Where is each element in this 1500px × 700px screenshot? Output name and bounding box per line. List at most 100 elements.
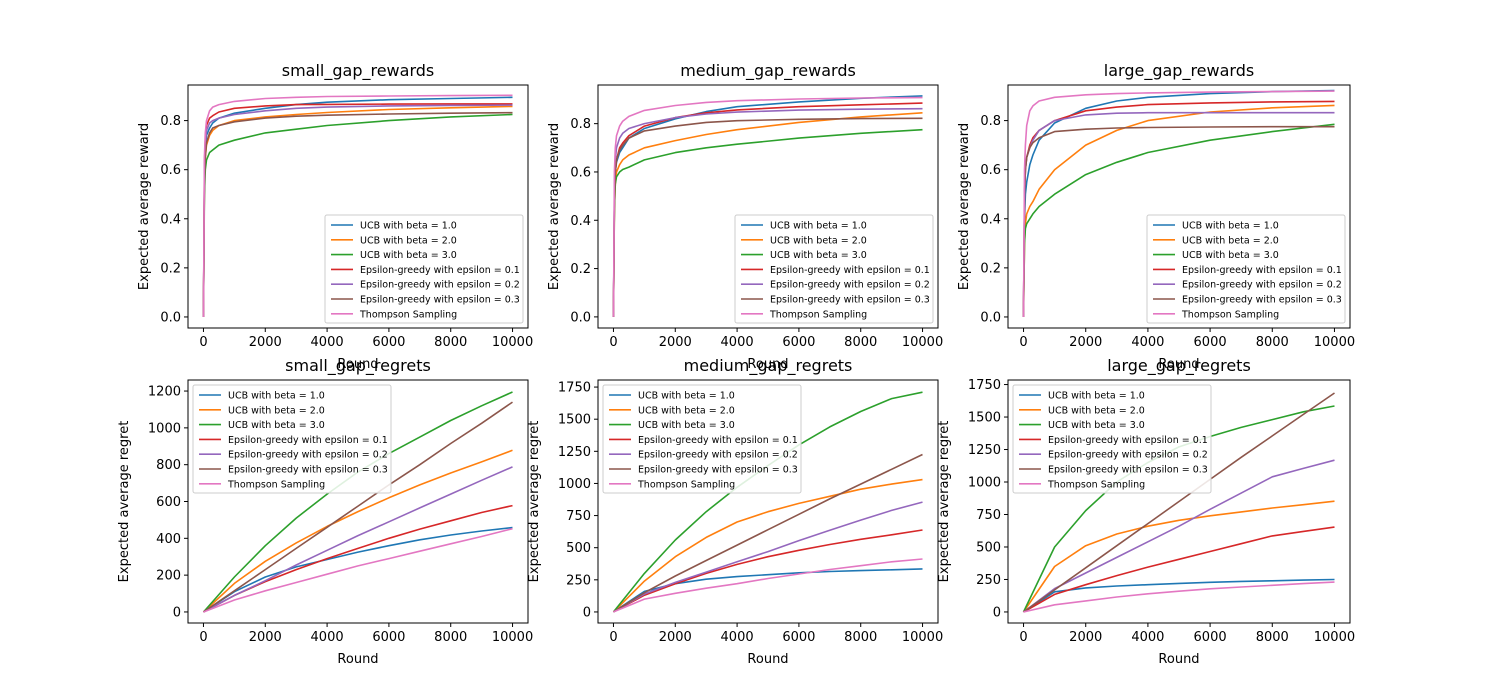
x-tick-label: 10000 [902, 630, 943, 645]
axes-frame [597, 84, 939, 329]
x-tick-label: 10000 [492, 335, 533, 350]
legend-label: Epsilon-greedy with epsilon = 0.3 [770, 295, 930, 306]
x-axis-label: Round [1158, 652, 1199, 667]
y-tick-label: 1200 [148, 385, 181, 400]
x-tick-label: 8000 [844, 630, 877, 645]
x-tick-label: 0 [1019, 335, 1027, 350]
chart-title: medium_gap_rewards [680, 61, 856, 81]
x-tick-label: 2000 [1069, 630, 1102, 645]
y-tick-label: 1750 [558, 381, 591, 396]
y-tick-label: 0.8 [980, 114, 1001, 129]
legend-label: UCB with beta = 1.0 [1182, 221, 1279, 232]
legend-box [1146, 214, 1346, 324]
series-lines [612, 95, 923, 317]
legend-label: Epsilon-greedy with epsilon = 0.3 [360, 295, 520, 306]
y-tick-label: 1000 [148, 421, 181, 436]
legend-label: Thompson Sampling [1181, 309, 1279, 320]
y-tick-label: 1000 [558, 477, 591, 492]
x-tick-label: 6000 [1194, 335, 1227, 350]
x-tick-label: 6000 [782, 335, 815, 350]
series-line-5 [1023, 459, 1335, 613]
legend-label: Epsilon-greedy with epsilon = 0.1 [360, 265, 520, 276]
legend-label: UCB with beta = 2.0 [770, 235, 867, 246]
chart-panel-large-gap-regrets: 0 2000 4000 6000 8000 10000 0 250 500 750 1000 1250… [937, 356, 1355, 667]
series-line-4 [613, 529, 923, 613]
chart-panel-medium-gap-rewards: 0 2000 4000 6000 8000 10000 0.0 0.2 0.4 0.6 0.8 Rou… [547, 61, 943, 372]
y-tick-label: 0.8 [570, 117, 591, 132]
axes-frame [187, 84, 529, 329]
y-tick-label: 1500 [968, 411, 1001, 426]
legend-box [192, 384, 392, 494]
x-tick-label: 4000 [1131, 335, 1164, 350]
series-line-1 [1023, 578, 1335, 613]
y-tick-label: 1000 [968, 476, 1001, 491]
legend-label: Thompson Sampling [227, 479, 325, 490]
y-tick-label: 0.4 [160, 212, 181, 227]
legend-label: Epsilon-greedy with epsilon = 0.1 [1182, 265, 1342, 276]
legend-label: Epsilon-greedy with epsilon = 0.3 [638, 465, 798, 476]
chart-panel-medium-gap-regrets: 0 2000 4000 6000 8000 10000 0 250 500 750 1000 1250… [527, 356, 943, 667]
y-tick-label: 1250 [968, 443, 1001, 458]
y-tick-label: 800 [156, 458, 181, 473]
chart-title: large_gap_regrets [1107, 356, 1251, 376]
y-tick-label: 0.2 [570, 262, 591, 277]
legend-box [324, 214, 524, 324]
y-axis-label: Expected average regret [937, 421, 952, 583]
series-line-3 [1022, 123, 1335, 318]
legend-label: UCB with beta = 1.0 [1048, 391, 1145, 402]
x-tick-label: 0 [1019, 630, 1027, 645]
series-line-6 [613, 453, 923, 613]
legend-label: UCB with beta = 3.0 [1182, 250, 1279, 261]
legend-box [1012, 384, 1212, 494]
legend-label: Thompson Sampling [769, 309, 867, 320]
series-line-2 [202, 449, 513, 613]
y-tick-label: 600 [156, 495, 181, 510]
y-tick-label: 0.8 [160, 114, 181, 129]
legend-label: Epsilon-greedy with epsilon = 0.1 [770, 265, 930, 276]
series-line-2 [612, 478, 923, 613]
legend-label: Epsilon-greedy with epsilon = 0.1 [1048, 435, 1208, 446]
legend-label: Epsilon-greedy with epsilon = 0.1 [638, 435, 798, 446]
legend: UCB with beta = 1.0 UCB with beta = 2.0 UC… [324, 214, 524, 324]
y-tick-label: 0.2 [980, 261, 1001, 276]
legend-box [734, 214, 934, 324]
x-tick-label: 4000 [721, 335, 754, 350]
y-tick-label: 0.0 [980, 310, 1001, 325]
series-line-7 [1022, 90, 1335, 318]
legend-label: Epsilon-greedy with epsilon = 0.3 [1182, 295, 1342, 306]
y-tick-label: 200 [156, 569, 181, 584]
series-lines [1022, 89, 1335, 318]
legend-label: Epsilon-greedy with epsilon = 0.3 [228, 465, 388, 476]
chart-panel-small-gap-rewards: 0 2000 4000 6000 8000 10000 0.0 0.2 0.4 0.6 0.8 Rou… [137, 61, 533, 372]
x-tick-label: 4000 [311, 630, 344, 645]
y-tick-label: 750 [566, 509, 591, 524]
series-line-2 [1022, 500, 1335, 613]
y-tick-label: 250 [976, 573, 1001, 588]
y-tick-label: 0.4 [570, 214, 591, 229]
legend: UCB with beta = 1.0 UCB with beta = 2.0 UC… [192, 384, 392, 494]
legend-label: UCB with beta = 1.0 [770, 221, 867, 232]
y-tick-label: 0.2 [160, 261, 181, 276]
legend-box [602, 384, 802, 494]
legend-label: UCB with beta = 1.0 [638, 391, 735, 402]
series-line-6 [1022, 125, 1335, 318]
axes-frame [1007, 84, 1351, 329]
series-line-4 [1023, 526, 1335, 613]
y-axis-label: Expected average reward [957, 123, 972, 290]
legend: UCB with beta = 1.0 UCB with beta = 2.0 UC… [1012, 384, 1212, 494]
y-tick-label: 0.6 [980, 163, 1001, 178]
series-line-7 [203, 527, 513, 613]
x-tick-label: 6000 [1194, 630, 1227, 645]
x-tick-label: 4000 [1131, 630, 1164, 645]
legend-label: UCB with beta = 2.0 [1048, 405, 1145, 416]
legend-label: UCB with beta = 2.0 [638, 405, 735, 416]
x-axis-label: Round [747, 357, 788, 372]
x-tick-label: 0 [609, 335, 617, 350]
x-tick-label: 0 [609, 630, 617, 645]
y-tick-label: 500 [976, 540, 1001, 555]
legend-label: Epsilon-greedy with epsilon = 0.2 [228, 450, 388, 461]
y-tick-label: 0.6 [570, 165, 591, 180]
legend-label: Epsilon-greedy with epsilon = 0.1 [228, 435, 388, 446]
x-tick-label: 0 [199, 335, 207, 350]
